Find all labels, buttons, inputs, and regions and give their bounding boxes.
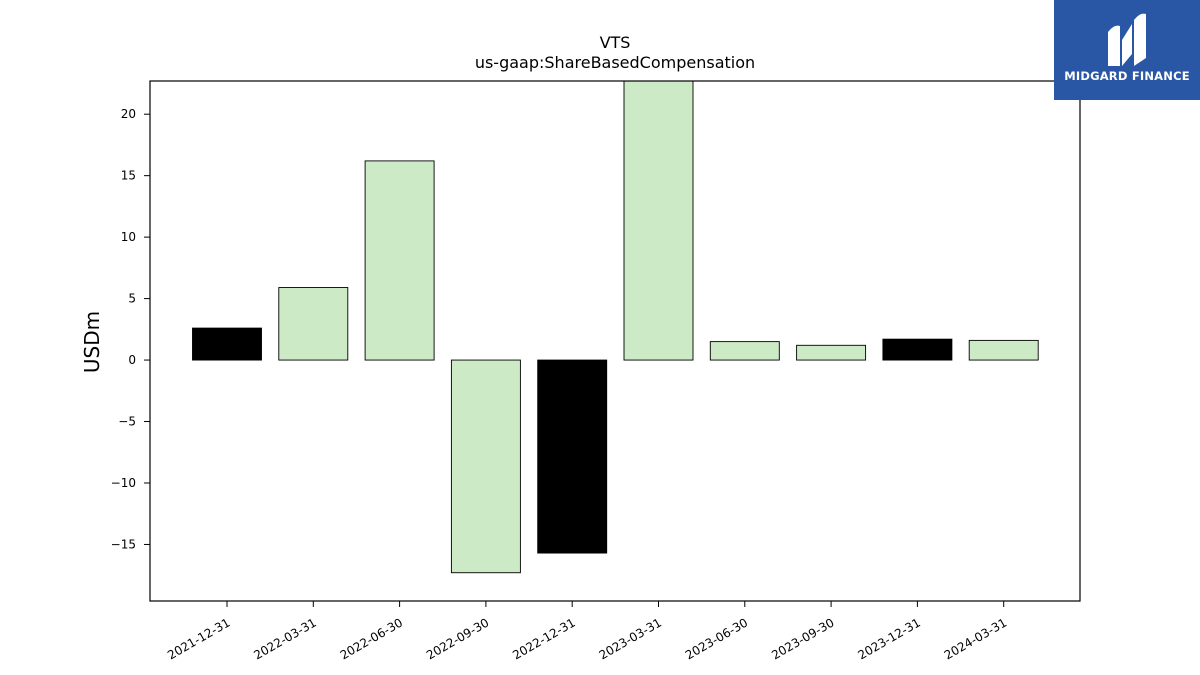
- x-tick-label: 2023-09-30: [769, 615, 836, 662]
- bar-2022-09-30: [450, 359, 521, 574]
- bar-2023-09-30: [796, 344, 867, 361]
- x-tick-label: 2022-09-30: [424, 615, 491, 662]
- y-tick-label: 0: [128, 353, 136, 367]
- x-tick-label: 2023-03-31: [597, 615, 664, 662]
- x-tick-label: 2022-12-31: [510, 615, 577, 662]
- y-tick-label: 5: [128, 292, 136, 306]
- x-tick-label: 2023-12-31: [855, 615, 922, 662]
- y-tick-label: 10: [121, 230, 136, 244]
- logo-text: MIDGARD FINANCE: [1064, 69, 1190, 83]
- x-tick-label: 2024-03-31: [942, 615, 1009, 662]
- bar-2021-12-31: [192, 327, 262, 361]
- x-axis-ticks: 2021-12-31 2022-03-31 2022-06-30 2022-09-30…: [165, 601, 1009, 662]
- bar-2022-03-31: [278, 287, 349, 361]
- chart-subtitle: us-gaap:ShareBasedCompensation: [475, 53, 755, 72]
- y-axis-label: USDm: [80, 311, 104, 373]
- y-tick-label: 15: [121, 169, 136, 183]
- midgard-finance-logo: MIDGARD FINANCE: [1054, 0, 1200, 100]
- y-tick-label: −5: [118, 415, 136, 429]
- plot-frame: [149, 80, 1081, 602]
- x-tick-label: 2022-06-30: [338, 615, 405, 662]
- bar-2023-12-31: [882, 338, 953, 361]
- bar-2023-03-31: [623, 80, 694, 361]
- bar-2022-12-31: [537, 359, 608, 554]
- bar-2022-06-30: [364, 160, 435, 361]
- y-axis-ticks: −15 −10 −5 0 5 10 15 20: [111, 107, 150, 551]
- bars: [192, 80, 1039, 574]
- x-tick-label: 2022-03-31: [251, 615, 318, 662]
- midgard-logo-icon: [1108, 13, 1146, 67]
- y-tick-label: −15: [111, 537, 136, 551]
- x-tick-label: 2023-06-30: [683, 615, 750, 662]
- y-tick-label: 20: [121, 107, 136, 121]
- y-tick-label: −10: [111, 476, 136, 490]
- bar-2023-06-30: [709, 341, 780, 361]
- x-tick-label: 2021-12-31: [165, 615, 232, 662]
- bar-2024-03-31: [968, 339, 1039, 361]
- chart-title: VTS: [600, 33, 631, 52]
